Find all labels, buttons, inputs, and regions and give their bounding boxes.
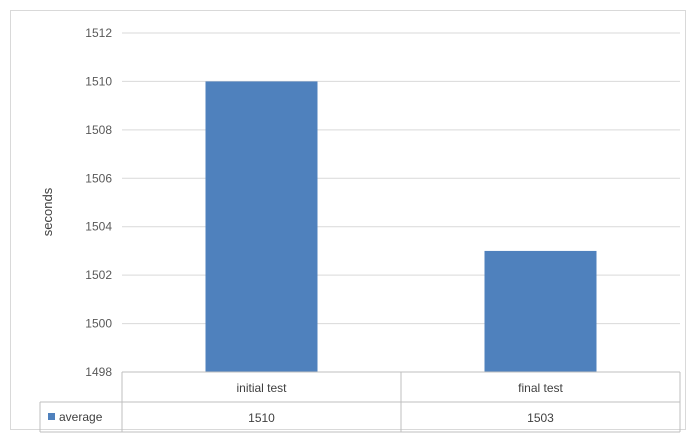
data-table: initial test final test average 1510 1503 (39, 371, 681, 433)
y-tick-label: 1506 (85, 171, 112, 185)
bar-final-test (484, 250, 597, 372)
x-category-label: initial test (236, 381, 287, 395)
y-tick-label: 1508 (85, 123, 112, 137)
legend-swatch (48, 413, 55, 420)
x-category-label: final test (518, 381, 563, 395)
y-tick-label: 1502 (85, 268, 112, 282)
data-table-value: 1510 (248, 411, 275, 425)
y-tick-label: 1504 (85, 220, 112, 234)
y-tick-label: 1512 (85, 26, 112, 40)
y-tick-label: 1500 (85, 317, 112, 331)
y-tick-label: 1498 (85, 365, 112, 379)
y-axis-tick-labels: 1498 1500 1502 1504 1506 1508 1510 1512 (85, 26, 112, 379)
bars (205, 81, 597, 372)
legend-series-name: average (59, 410, 103, 424)
y-axis-label: seconds (40, 187, 55, 236)
y-tick-label: 1510 (85, 74, 112, 88)
data-table-value: 1503 (527, 411, 554, 425)
bar-initial-test (205, 81, 318, 372)
